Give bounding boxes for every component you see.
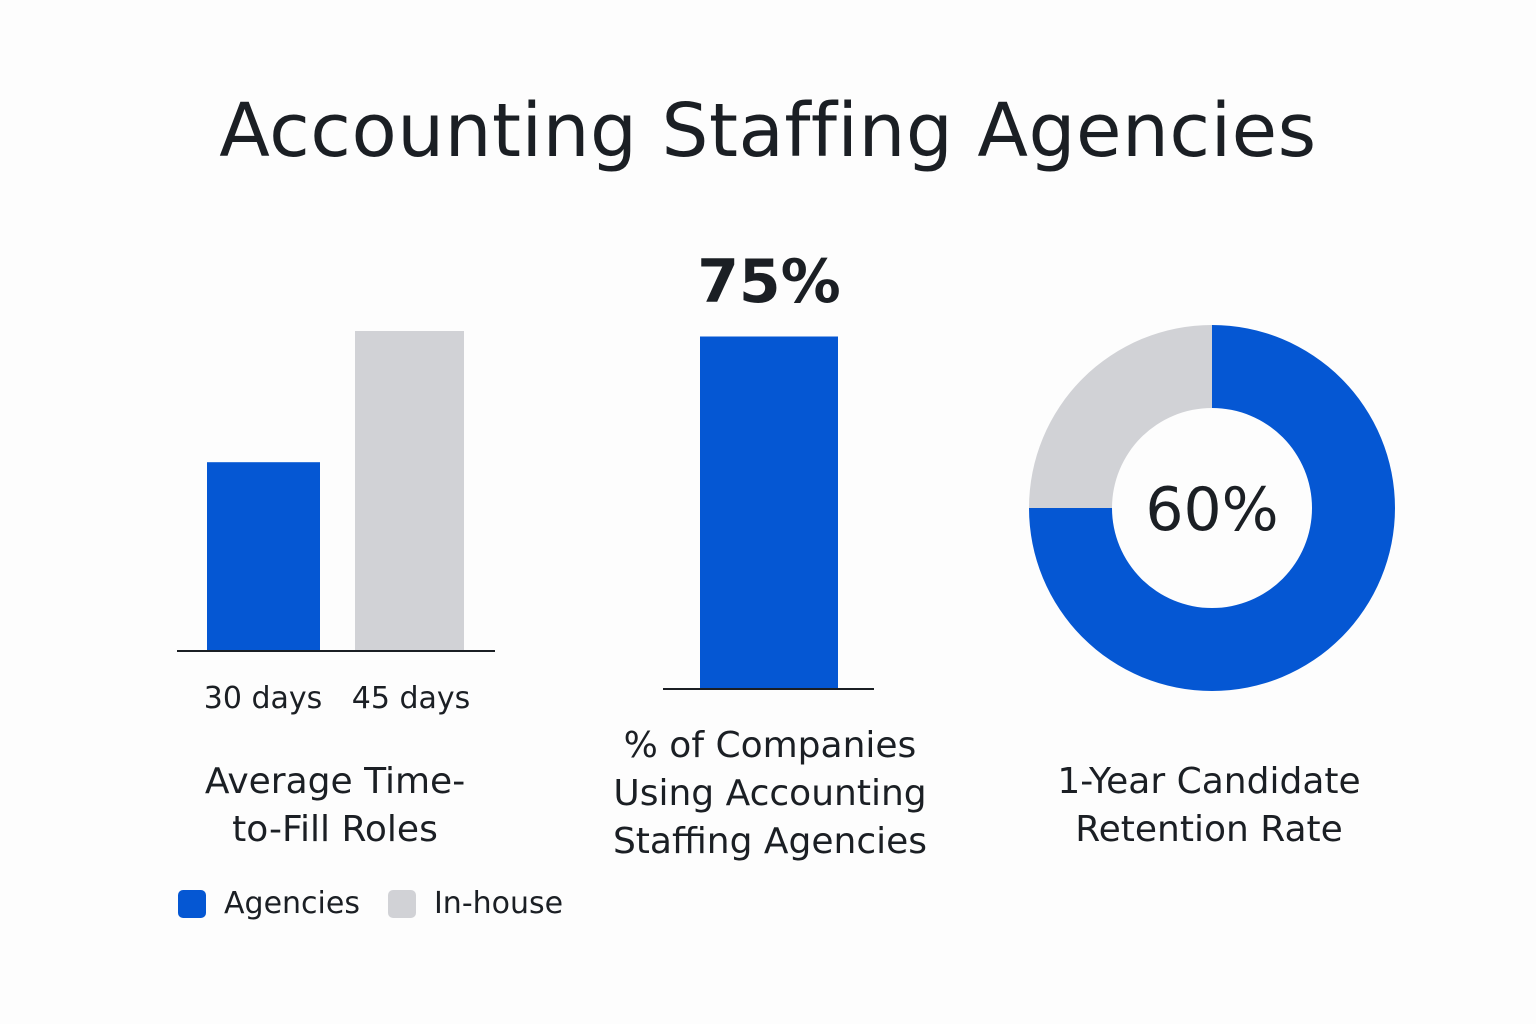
legend-item-agencies: Agencies	[178, 886, 360, 921]
caption-retention: 1-Year Candidate Retention Rate	[1028, 758, 1390, 854]
caption-line: 1-Year Candidate	[1057, 761, 1361, 802]
bar-inhouse-time-to-fill	[355, 331, 464, 651]
legend-item-inhouse: In-house	[387, 886, 564, 921]
donut-slice-retained	[1029, 325, 1395, 691]
donut-slice-not-retained	[1029, 325, 1212, 508]
caption-usage: % of Companies Using Accounting Staffing…	[590, 722, 950, 866]
tick-label-agencies: 30 days	[204, 681, 323, 716]
caption-line: to-Fill Roles	[232, 809, 438, 850]
legend-swatch-inhouse	[387, 889, 416, 918]
caption-line: Retention Rate	[1075, 809, 1343, 850]
caption-line: % of Companies	[623, 725, 917, 766]
legend-label-inhouse: In-house	[433, 886, 564, 921]
usage-chart: 75%	[663, 247, 874, 690]
tick-label-inhouse: 45 days	[352, 681, 471, 716]
retention-donut-chart: 60%	[1029, 325, 1395, 691]
donut-center-label: 60%	[1145, 475, 1278, 545]
caption-line: Average Time-	[204, 761, 466, 802]
caption-time-to-fill: Average Time- to-Fill Roles	[180, 758, 490, 854]
bar-value-label: 75%	[697, 247, 841, 317]
caption-line: Staffing Agencies	[612, 821, 928, 862]
bar-agencies-time-to-fill	[207, 462, 320, 651]
caption-line: Using Accounting	[613, 773, 927, 814]
legend: Agencies In-house	[178, 886, 591, 921]
legend-swatch-agencies	[178, 889, 206, 918]
chart-title: Accounting Staffing Agencies	[219, 88, 1317, 174]
time-to-fill-chart: 30 days 45 days	[177, 331, 495, 716]
legend-label-agencies: Agencies	[224, 886, 360, 921]
bar-usage-percent	[700, 336, 838, 689]
